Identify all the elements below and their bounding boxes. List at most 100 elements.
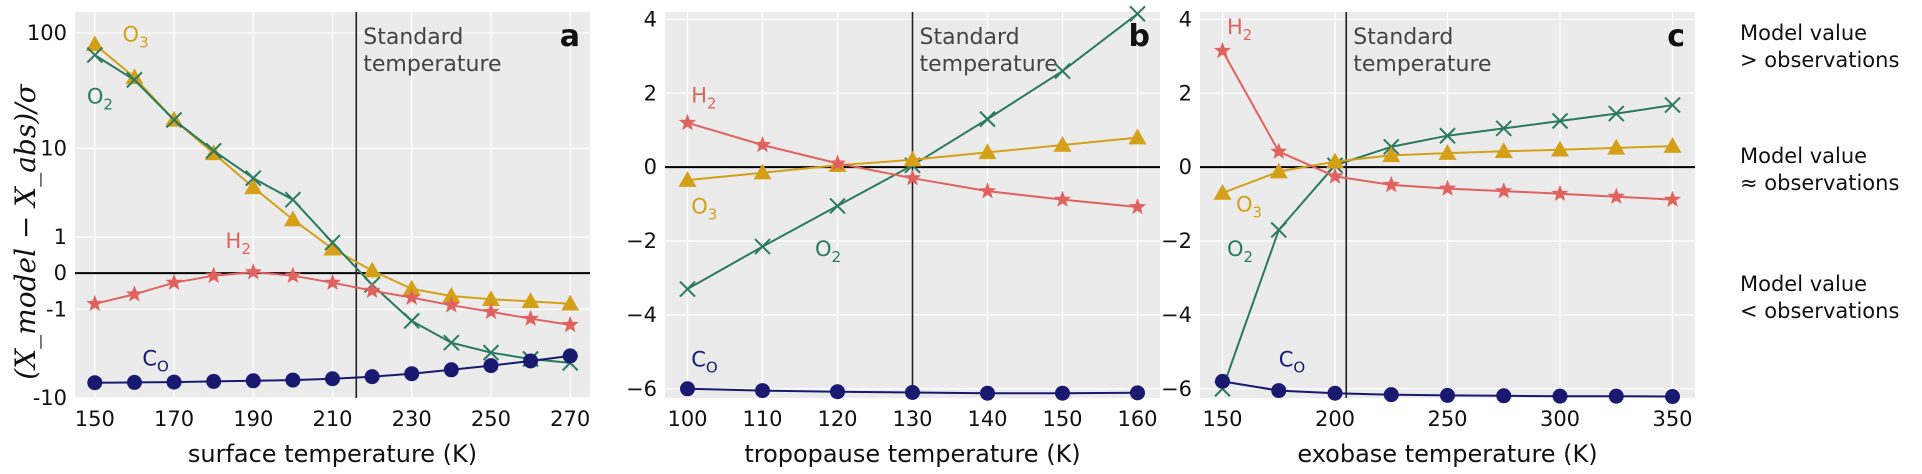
- x-tick-label: 170: [154, 407, 194, 431]
- data-point: [1270, 221, 1287, 239]
- series-o2: [86, 46, 579, 372]
- data-point: [1055, 385, 1070, 401]
- data-point: [443, 334, 460, 351]
- y-tick-label: −4: [626, 303, 657, 327]
- data-point: [980, 385, 995, 401]
- x-tick-label: 250: [1427, 407, 1467, 431]
- standard-temperature-label: Standard: [920, 25, 1020, 50]
- series-label-o2-subscript: 2: [103, 96, 113, 114]
- data-point: [1551, 112, 1569, 130]
- data-point: [1438, 144, 1457, 160]
- x-tick-label: 350: [1652, 407, 1692, 431]
- series-label-co-subscript: O: [157, 358, 169, 376]
- series-label-o3-subscript: 3: [139, 33, 149, 51]
- data-point: [126, 374, 142, 390]
- y-tick-label: 4: [1179, 7, 1192, 31]
- data-point: [323, 239, 342, 256]
- data-point: [1665, 389, 1680, 405]
- y-tick-label: 0: [54, 261, 67, 285]
- x-tick-label: 100: [667, 407, 707, 431]
- data-point: [1326, 152, 1344, 169]
- data-point: [1607, 187, 1625, 204]
- data-point: [283, 210, 302, 227]
- data-point: [1607, 138, 1626, 155]
- standard-temperature-label: temperature: [1353, 52, 1491, 77]
- data-point: [483, 358, 499, 374]
- y-tick-label: 2: [644, 81, 657, 105]
- panel-letter: c: [1667, 19, 1685, 54]
- data-point: [285, 372, 301, 388]
- panel-c: 150 200 250 300 350 4 2 0 −2 −4 −6 Standardtemperat…: [1161, 7, 1695, 468]
- series-label-o3-subscript: 3: [708, 205, 718, 223]
- x-tick-label: 110: [742, 407, 782, 431]
- data-point: [284, 266, 302, 283]
- side-note-2: ≈ observations: [1740, 171, 1899, 195]
- data-point: [87, 375, 103, 391]
- series-label-o3-subscript: 3: [1253, 203, 1263, 221]
- y-axis-label: (X_model − X_abs)/σ: [9, 83, 42, 379]
- side-notes: Model value > observations Model value ≈ ob…: [1740, 21, 1899, 323]
- standard-temperature-label: temperature: [920, 52, 1058, 77]
- data-point: [363, 281, 381, 298]
- y-tick-label: 0: [1179, 155, 1192, 179]
- data-point: [754, 238, 771, 255]
- data-point: [1270, 142, 1288, 159]
- data-point: [165, 273, 183, 290]
- y-tick-label: 2: [1179, 81, 1192, 105]
- data-point: [244, 178, 263, 195]
- data-point: [323, 273, 342, 290]
- x-tick-label: 120: [817, 407, 857, 431]
- standard-temperature-label: temperature: [363, 52, 501, 77]
- data-point: [125, 68, 144, 85]
- data-point: [1552, 388, 1568, 404]
- data-point: [1382, 175, 1400, 193]
- panel-b: 100 110 120 130 140 150 160 4 2 0 −2 −4 −6 Standardte…: [626, 5, 1160, 468]
- data-point: [403, 288, 421, 305]
- series-o3: [678, 128, 1147, 187]
- standard-temperature-label: Standard: [1353, 25, 1453, 50]
- x-tick-label: 230: [392, 407, 432, 431]
- x-tick-label: 150: [1042, 407, 1082, 431]
- y-tick-label: 100: [27, 21, 67, 45]
- data-point: [1215, 373, 1230, 389]
- series-label-co-subscript: O: [706, 359, 718, 377]
- data-point: [205, 266, 223, 283]
- data-point: [126, 71, 143, 89]
- data-point: [561, 294, 580, 311]
- panels: 150 170 190 210 230 250 2701001010-1-10Standar…: [27, 5, 1695, 468]
- data-point: [1327, 385, 1343, 401]
- data-point: [1326, 167, 1344, 184]
- data-point: [482, 344, 500, 361]
- data-point: [1663, 137, 1682, 153]
- data-point: [206, 373, 222, 389]
- data-point: [443, 362, 459, 378]
- data-point: [1551, 140, 1569, 157]
- data-point: [86, 46, 104, 64]
- data-point: [205, 142, 222, 159]
- data-point: [679, 280, 696, 298]
- data-point: [978, 143, 997, 160]
- y-tick-label: −6: [1161, 377, 1192, 401]
- x-axis-label: exobase temperature (K): [1297, 440, 1597, 468]
- data-point: [828, 154, 847, 171]
- x-tick-label: 160: [1117, 407, 1157, 431]
- x-axis-label: surface temperature (K): [188, 440, 477, 468]
- data-point: [1663, 190, 1682, 207]
- data-point: [125, 285, 143, 302]
- side-note-2: Model value: [1740, 144, 1867, 168]
- data-point: [829, 197, 846, 215]
- data-point: [561, 315, 579, 333]
- series-o2: [1214, 96, 1681, 397]
- x-axis-label: tropopause temperature (K): [744, 440, 1080, 468]
- y-tick-label: −6: [626, 377, 657, 401]
- data-point: [1440, 387, 1455, 403]
- data-point: [903, 169, 922, 186]
- data-point: [403, 312, 420, 330]
- x-tick-label: 190: [233, 407, 273, 431]
- data-point: [1382, 146, 1401, 163]
- series-label-h2-subscript: 2: [241, 240, 251, 258]
- side-note-3: < observations: [1740, 299, 1899, 323]
- series-h2: [1213, 41, 1682, 207]
- data-point: [978, 182, 997, 199]
